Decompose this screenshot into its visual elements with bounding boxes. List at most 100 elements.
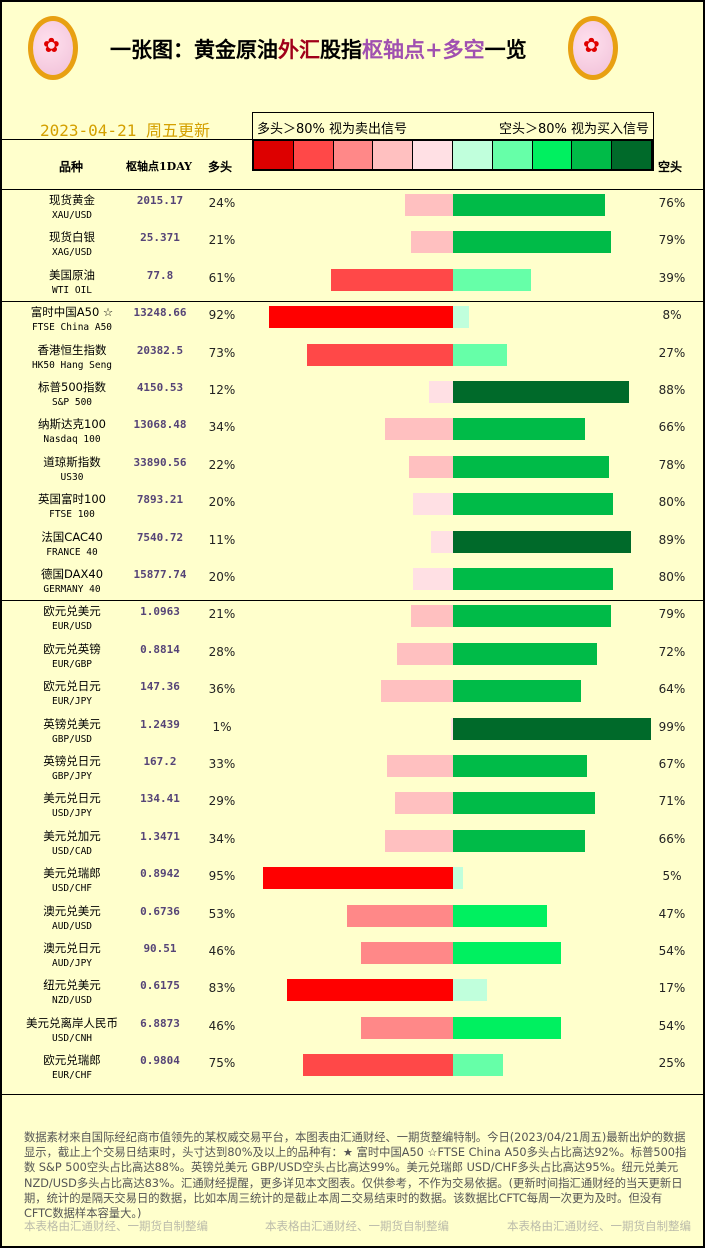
short-percent: 80% <box>652 570 692 584</box>
table-row: 欧元兑瑞郎EUR/CHF 0.9804 75% 25% <box>2 1051 705 1088</box>
group-divider <box>2 600 705 601</box>
table-row: 纳斯达克100Nasdaq 100 13068.48 34% 66% <box>2 415 705 452</box>
long-bar <box>381 680 453 702</box>
name-cn: 美国原油 <box>49 268 95 282</box>
long-bar <box>361 1017 453 1039</box>
short-percent: 27% <box>652 346 692 360</box>
long-percent: 11% <box>202 533 242 547</box>
page-title: 一张图：黄金原油外汇股指枢轴点+多空一览 <box>110 34 527 64</box>
long-bar <box>307 344 453 366</box>
scale-swatch <box>254 141 294 169</box>
instrument-name: 澳元兑日元AUD/JPY <box>12 941 132 971</box>
name-cn: 道琼斯指数 <box>43 455 101 469</box>
group-divider <box>2 301 705 302</box>
short-percent: 76% <box>652 196 692 210</box>
long-percent: 12% <box>202 383 242 397</box>
name-en: XAU/USD <box>12 208 132 223</box>
logo-right: ✿ <box>568 16 618 80</box>
pivot-value: 0.9804 <box>120 1054 200 1067</box>
short-percent: 89% <box>652 533 692 547</box>
short-percent: 54% <box>652 1019 692 1033</box>
long-percent: 75% <box>202 1056 242 1070</box>
table-row: 美元兑离岸人民币USD/CNH 6.8873 46% 54% <box>2 1014 705 1051</box>
instrument-name: 美国原油WTI OIL <box>12 268 132 298</box>
legend-short: 空头＞80% 视为买入信号 <box>499 118 649 135</box>
watermark: 本表格由汇通财经、一期货自制整编 <box>265 1218 449 1234</box>
name-cn: 法国CAC40 <box>41 530 102 544</box>
name-cn: 欧元兑瑞郎 <box>43 1053 101 1067</box>
name-cn: 欧元兑美元 <box>43 604 101 618</box>
title-part: 股指 <box>320 37 362 62</box>
divider <box>2 1094 705 1095</box>
instrument-name: 富时中国A50 ☆FTSE China A50 <box>12 305 132 335</box>
name-cn: 纽元兑美元 <box>43 978 101 992</box>
instrument-name: 欧元兑美元EUR/USD <box>12 604 132 634</box>
name-en: GBP/USD <box>12 732 132 747</box>
short-bar <box>453 269 531 291</box>
name-en: AUD/USD <box>12 919 132 934</box>
short-bar <box>453 381 629 403</box>
name-en: AUD/JPY <box>12 956 132 971</box>
short-percent: 5% <box>652 869 692 883</box>
long-bar <box>331 269 453 291</box>
table-row: 道琼斯指数US30 33890.56 22% 78% <box>2 453 705 490</box>
table-row: 美国原油WTI OIL 77.8 61% 39% <box>2 266 705 303</box>
name-cn: 标普500指数 <box>38 380 106 394</box>
name-en: USD/CNH <box>12 1031 132 1046</box>
scale-swatch <box>612 141 652 169</box>
short-bar <box>453 344 507 366</box>
name-cn: 美元兑离岸人民币 <box>26 1016 118 1030</box>
short-percent: 47% <box>652 907 692 921</box>
short-percent: 25% <box>652 1056 692 1070</box>
name-en: EUR/USD <box>12 619 132 634</box>
pivot-value: 134.41 <box>120 792 200 805</box>
table-row: 欧元兑英镑EUR/GBP 0.8814 28% 72% <box>2 640 705 677</box>
name-en: EUR/JPY <box>12 694 132 709</box>
long-percent: 53% <box>202 907 242 921</box>
name-en: USD/CAD <box>12 844 132 859</box>
update-date: 2023-04-21 周五更新 <box>40 117 210 141</box>
name-cn: 英镑兑美元 <box>43 717 101 731</box>
pivot-value: 33890.56 <box>120 456 200 469</box>
logo-left: ✿ <box>28 16 78 80</box>
instrument-name: 澳元兑美元AUD/USD <box>12 904 132 934</box>
pivot-value: 25.371 <box>120 231 200 244</box>
scale-swatch <box>493 141 533 169</box>
table-row: 美元兑加元USD/CAD 1.3471 34% 66% <box>2 827 705 864</box>
short-bar <box>453 905 547 927</box>
long-percent: 24% <box>202 196 242 210</box>
long-percent: 21% <box>202 607 242 621</box>
name-en: S&P 500 <box>12 395 132 410</box>
table-row: 现货黄金XAU/USD 2015.17 24% 76% <box>2 191 705 228</box>
name-cn: 英镑兑日元 <box>43 754 101 768</box>
pivot-value: 2015.17 <box>120 194 200 207</box>
table-row: 欧元兑日元EUR/JPY 147.36 36% 64% <box>2 677 705 714</box>
table-row: 美元兑瑞郎USD/CHF 0.8942 95% 5% <box>2 864 705 901</box>
instrument-name: 欧元兑日元EUR/JPY <box>12 679 132 709</box>
table-row: 现货白银XAG/USD 25.371 21% 79% <box>2 228 705 265</box>
pivot-value: 0.8814 <box>120 643 200 656</box>
long-percent: 95% <box>202 869 242 883</box>
long-bar <box>263 867 453 889</box>
legend: 多头＞80% 视为卖出信号 空头＞80% 视为买入信号 <box>252 112 654 140</box>
name-cn: 美元兑日元 <box>43 791 101 805</box>
short-bar <box>453 531 631 553</box>
long-percent: 83% <box>202 981 242 995</box>
name-cn: 德国DAX40 <box>41 567 103 581</box>
short-bar <box>453 568 613 590</box>
table-row: 香港恒生指数HK50 Hang Seng 20382.5 73% 27% <box>2 341 705 378</box>
name-cn: 澳元兑美元 <box>43 904 101 918</box>
name-en: FRANCE 40 <box>12 545 132 560</box>
pivot-value: 13068.48 <box>120 418 200 431</box>
name-en: HK50 Hang Seng <box>12 358 132 373</box>
long-bar <box>405 194 453 216</box>
pivot-value: 167.2 <box>120 755 200 768</box>
short-bar <box>453 830 585 852</box>
pivot-value: 6.8873 <box>120 1017 200 1030</box>
footnote: 数据素材来自国际经纪商市值领先的某权威交易平台，本图表由汇通财经、一期货整编特制… <box>24 1130 689 1221</box>
short-bar <box>453 231 611 253</box>
color-scale <box>252 139 654 171</box>
short-percent: 71% <box>652 794 692 808</box>
long-percent: 33% <box>202 757 242 771</box>
long-bar <box>269 306 453 328</box>
